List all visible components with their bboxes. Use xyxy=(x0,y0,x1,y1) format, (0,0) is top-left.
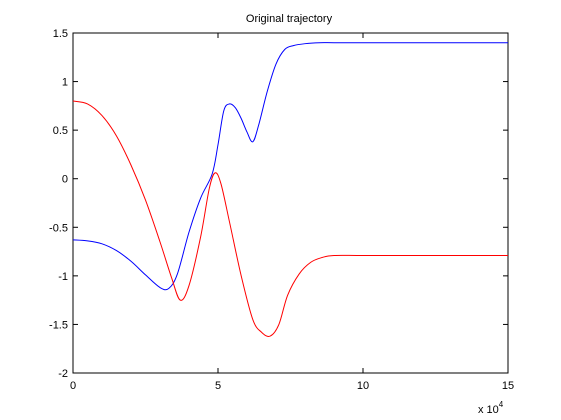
x-multiplier-label: x 104 xyxy=(478,400,504,416)
x-tick-label: 5 xyxy=(215,380,221,392)
y-tick-label: 0.5 xyxy=(53,125,68,137)
y-tick-label: -1.5 xyxy=(49,319,68,331)
y-tick-label: 1.5 xyxy=(53,28,68,40)
plot-area xyxy=(72,32,509,374)
y-tick-label: -1 xyxy=(58,271,68,283)
y-tick-label: 1 xyxy=(62,77,68,89)
x-multiplier-exponent: 4 xyxy=(499,400,504,409)
x-tick-label: 15 xyxy=(502,380,514,392)
x-multiplier-base: x 10 xyxy=(478,404,499,416)
chart-title: Original trajectory xyxy=(246,13,333,25)
y-tick-label: -0.5 xyxy=(49,222,68,234)
series-line-1 xyxy=(72,42,508,291)
series-group xyxy=(72,42,508,337)
series-line-2 xyxy=(72,100,508,337)
y-tick-label: -2 xyxy=(58,368,68,380)
y-tick-label: 0 xyxy=(62,174,68,186)
tick-group: 0 5 10 15 -2 -1.5 -1 -0.5 0 0.5 1 1.5 xyxy=(49,28,514,392)
x-tick-label: 10 xyxy=(357,380,369,392)
x-tick-label: 0 xyxy=(70,380,76,392)
